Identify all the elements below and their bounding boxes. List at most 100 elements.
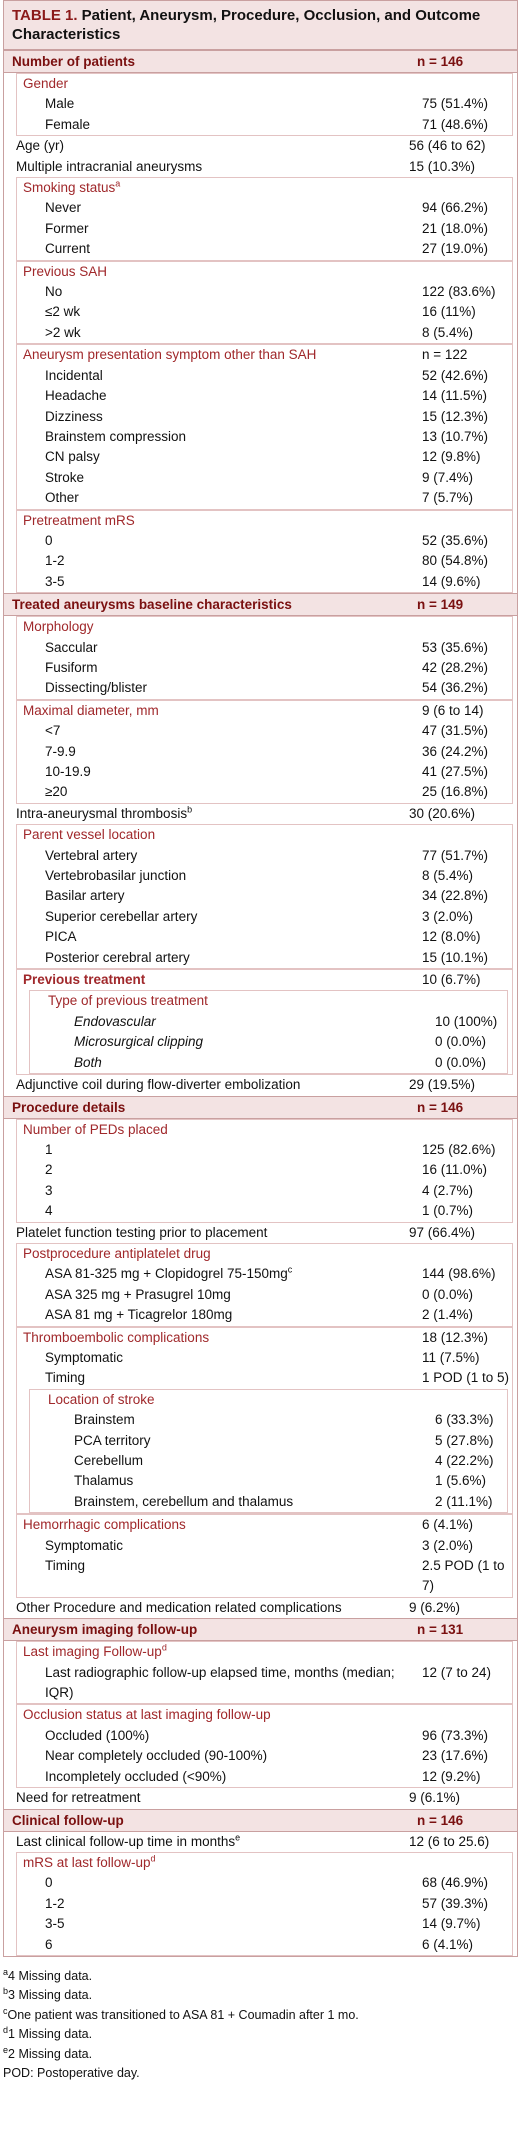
table-title: TABLE 1. Patient, Aneurysm, Procedure, Oc… [4,1,517,50]
row-label: Saccular [45,639,98,655]
row: Hemorrhagic complications 6 (4.1%) [17,1515,512,1535]
row-value-cell: 25 (16.8%) [422,782,512,802]
row-group: mRS at last follow-upd 0 68 (46.9%) 1-2 57 (… [16,1851,513,1956]
row-value: 15 (10.3%) [409,158,476,174]
row-label: Type of previous treatment [48,993,208,1009]
row-value: 9 (6 to 14) [422,702,484,718]
row-label: Both [74,1054,102,1070]
row-value-cell: 12 (8.0%) [422,927,512,947]
row-value-cell: 36 (24.2%) [422,742,512,762]
row-value: 15 (12.3%) [422,408,489,424]
row-label: Occlusion status at last imaging follow-… [23,1707,271,1723]
row-value: 0 (0.0%) [435,1034,487,1050]
row: Previous SAH [17,262,512,282]
row-label-cell: 1-2 [17,1894,422,1914]
row-label: Thalamus [74,1473,134,1489]
footnote: b3 Missing data. [3,1986,518,2006]
section-value: n = 146 [417,1099,464,1115]
row-value-cell: 16 (11%) [422,302,512,322]
row-label-cell: <7 [17,721,422,741]
row-value: 27 (19.0%) [422,241,489,257]
row-group: Smoking statusa Never 94 (66.2%) Former 21 (… [16,177,513,261]
row-value: 13 (10.7%) [422,428,489,444]
row-label-cell: Basilar artery [17,886,422,906]
row-label-cell: Location of stroke [30,1390,435,1410]
row-value-cell: 10 (6.7%) [422,970,512,990]
row-value-cell: n = 122 [422,345,512,365]
row-value-cell: 12 (9.2%) [422,1767,512,1787]
row-label: Other Procedure and medication related c… [16,1599,342,1615]
row-value-cell [422,511,512,531]
row-label-cell: Hemorrhagic complications [17,1515,422,1535]
row-label: Last radiographic follow-up elapsed time… [45,1664,395,1701]
row-value-cell: 13 (10.7%) [422,427,512,447]
row: Maximal diameter, mm 9 (6 to 14) [17,701,512,721]
row: Posterior cerebral artery 15 (10.1%) [17,948,512,968]
row: Platelet function testing prior to place… [4,1223,517,1243]
row-label: Male [45,96,75,112]
row-value: 56 (46 to 62) [409,138,486,154]
row: Vertebrobasilar junction 8 (5.4%) [17,866,512,886]
row-value-cell: 2.5 POD (1 to 7) [422,1556,512,1597]
row-label: Last clinical follow-up time in months [16,1833,236,1849]
row: 1-2 80 (54.8%) [17,551,512,571]
row-value: 12 (9.8%) [422,449,481,465]
row-label: Aneurysm presentation symptom other than… [23,347,317,363]
row-group: Type of previous treatment Endovascular 10… [29,990,508,1075]
row-value-cell: 77 (51.7%) [422,846,512,866]
footnote: d1 Missing data. [3,2025,518,2045]
row-label-cell: Adjunctive coil during flow-diverter emb… [4,1075,409,1095]
row-label-cell: PCA territory [30,1431,435,1451]
row-label: Brainstem [74,1412,135,1428]
row-value-cell: 15 (10.3%) [409,157,517,177]
row-value: 2.5 POD (1 to 7) [422,1558,505,1594]
row: Last imaging Follow-upd [17,1642,512,1662]
footnote-mark: e [3,2044,9,2055]
section-value: n = 149 [417,597,464,613]
row-label-cell: Brainstem [30,1410,435,1430]
row: Parent vessel location [17,825,512,845]
row-label: Maximal diameter, mm [23,702,159,718]
row: 7-9.9 36 (24.2%) [17,742,512,762]
row-value-cell [422,617,512,637]
row-label: Thromboembolic complications [23,1329,210,1345]
row-label-cell: Maximal diameter, mm [17,701,422,721]
row-value: 57 (39.3%) [422,1895,489,1911]
row-value-cell: 6 (33.3%) [435,1410,507,1430]
row-value: 18 (12.3%) [422,1329,489,1345]
row: Vertebral artery 77 (51.7%) [17,846,512,866]
row: Morphology [17,617,512,637]
footnote-text: 2 Missing data. [8,2046,93,2061]
row-value: 14 (9.7%) [422,1916,481,1932]
row: Symptomatic 11 (7.5%) [17,1348,512,1368]
row-value-cell [422,1642,512,1662]
row-value: 6 (33.3%) [435,1412,494,1428]
footnote-mark: c [3,2005,8,2016]
row-label: Other [45,490,79,506]
row-value-cell: 12 (6 to 25.6) [409,1832,517,1852]
row-value: 14 (11.5%) [422,388,488,404]
row-label-cell: Occluded (100%) [17,1726,422,1746]
row-label-cell: Last imaging Follow-upd [17,1642,422,1662]
row-value: 0 (0.0%) [435,1054,487,1070]
row-group: Gender Male 75 (51.4%) Female 71 (48.6%) [16,73,513,137]
row: 6 6 (4.1%) [17,1935,512,1955]
row-value-cell: 57 (39.3%) [422,1894,512,1914]
row-group: Aneurysm presentation symptom other than… [16,344,513,510]
row-value-cell: 68 (46.9%) [422,1873,512,1893]
row-value-cell: 54 (36.2%) [422,678,512,698]
row-label: Headache [45,388,107,404]
row-value-cell [422,1244,512,1264]
row: Multiple intracranial aneurysms 15 (10.3%… [4,157,517,177]
section-header: Number of patients n = 146 [4,50,517,73]
row-label: Previous SAH [23,263,108,279]
row-label-cell: Near completely occluded (90-100%) [17,1746,422,1766]
row-label-cell: ASA 81 mg + Ticagrelor 180mg [17,1305,422,1325]
row: Last radiographic follow-up elapsed time… [17,1663,512,1704]
row-group: Previous SAH No 122 (83.6%) ≤2 wk 16 (11%) >2… [16,260,513,345]
section-label: Clinical follow-up [12,1812,124,1828]
title-text: Patient, Aneurysm, Procedure, Occlusion,… [12,7,481,43]
row-label-cell: Parent vessel location [17,825,422,845]
row-group: Last imaging Follow-upd Last radiographic… [16,1641,513,1705]
row-value: 1 (5.6%) [435,1473,487,1489]
